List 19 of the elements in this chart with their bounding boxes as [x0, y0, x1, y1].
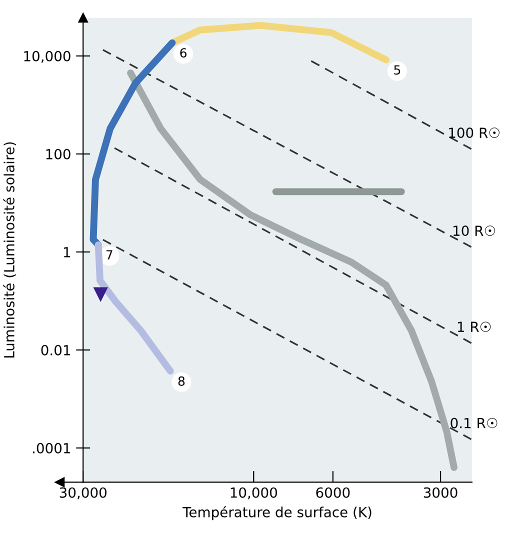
y-tick-label: 10,000 — [24, 50, 70, 63]
y-axis-title: Luminosité (Luminosité solaire) — [3, 142, 16, 358]
series-label: 1 R☉ — [458, 322, 491, 332]
series-label: 10 R☉ — [454, 226, 496, 236]
y-tick-label: 100 — [46, 148, 70, 160]
x-axis-title: Température de surface (K) — [182, 506, 372, 520]
series-label: 100 R☉ — [449, 128, 500, 138]
annotation: 8 — [178, 376, 185, 386]
x-tick-label: 6000 — [316, 487, 350, 498]
series-label: 0.1 R☉ — [450, 418, 498, 428]
x-tick-label: 10,000 — [230, 487, 278, 500]
y-tick-label: 0.01 — [41, 344, 70, 356]
x-tick-label: 3000 — [424, 487, 458, 498]
annotation: 6 — [180, 48, 186, 58]
x-tick-label: 30,000 — [60, 487, 106, 500]
y-tick-label: .0001 — [33, 442, 70, 454]
y-tick-label: 1 — [64, 247, 70, 258]
annotation: 7 — [106, 250, 112, 260]
annotation: 5 — [394, 65, 400, 75]
